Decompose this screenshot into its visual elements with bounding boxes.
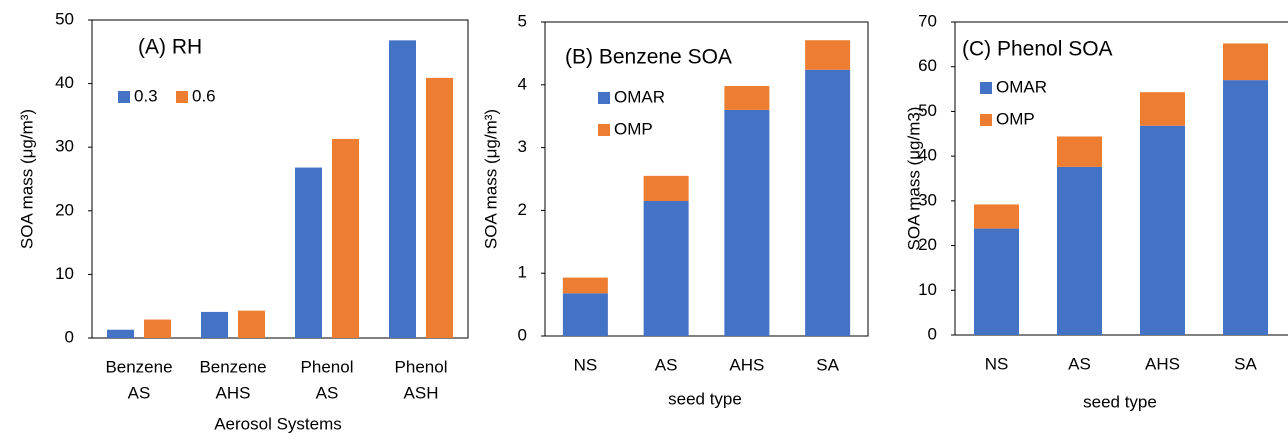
chart-title: (B) Benzene SOA bbox=[565, 46, 732, 69]
y-tick-label: 60 bbox=[918, 56, 937, 75]
y-tick-label: 0 bbox=[928, 324, 937, 343]
y-tick-label: 0 bbox=[518, 325, 527, 344]
bar bbox=[332, 138, 359, 338]
legend-label: 0.3 bbox=[134, 86, 158, 105]
bar-segment bbox=[974, 228, 1019, 335]
y-tick-label: 2 bbox=[518, 200, 527, 219]
bar-segment bbox=[643, 175, 689, 201]
bar-segment bbox=[724, 86, 770, 110]
x-tick-label: AS bbox=[316, 383, 339, 402]
x-tick-label: Phenol bbox=[395, 357, 448, 376]
legend-swatch bbox=[980, 114, 992, 126]
y-axis-label: SOA mass (μg/m³) bbox=[481, 109, 500, 249]
y-tick-label: 10 bbox=[918, 280, 937, 299]
bar bbox=[201, 311, 228, 338]
bar-segment bbox=[1223, 80, 1268, 335]
y-tick-label: 3 bbox=[518, 137, 527, 156]
x-tick-label: AHS bbox=[729, 355, 764, 374]
y-tick-label: 4 bbox=[518, 74, 527, 93]
y-tick-label: 1 bbox=[518, 263, 527, 282]
chart-title: (C) Phenol SOA bbox=[962, 38, 1113, 61]
legend-swatch bbox=[980, 82, 992, 94]
bar-segment bbox=[1140, 125, 1185, 335]
bar bbox=[426, 77, 453, 338]
bar bbox=[389, 40, 416, 339]
legend-label: OMAR bbox=[996, 77, 1047, 96]
bar bbox=[238, 310, 265, 338]
y-tick-label: 50 bbox=[55, 9, 74, 28]
bar bbox=[295, 167, 322, 338]
legend-swatch bbox=[118, 91, 130, 103]
bar-segment bbox=[805, 40, 851, 70]
x-tick-label: ASH bbox=[404, 383, 439, 402]
legend-label: OMP bbox=[614, 119, 653, 138]
plot-frame bbox=[544, 21, 869, 337]
x-tick-label: AS bbox=[655, 355, 678, 374]
bar-segment bbox=[643, 200, 689, 336]
y-tick-label: 30 bbox=[918, 190, 937, 209]
y-tick-label: 0 bbox=[65, 327, 74, 346]
chart-title: (A) RH bbox=[138, 36, 202, 59]
bar-segment bbox=[1140, 92, 1185, 126]
x-axis-label: seed type bbox=[668, 389, 742, 408]
x-tick-label: AHS bbox=[216, 383, 251, 402]
x-tick-label: SA bbox=[816, 355, 839, 374]
bar-segment bbox=[974, 204, 1019, 229]
bar bbox=[107, 329, 134, 338]
bar-segment bbox=[1057, 136, 1102, 167]
x-tick-label: SA bbox=[1234, 354, 1257, 373]
bar bbox=[144, 319, 171, 338]
x-tick-label: AS bbox=[128, 383, 151, 402]
bar-segment bbox=[1223, 43, 1268, 81]
legend-label: 0.6 bbox=[192, 86, 216, 105]
y-tick-label: 20 bbox=[55, 200, 74, 219]
bar-segment bbox=[562, 293, 608, 336]
legend-swatch bbox=[598, 92, 610, 104]
x-tick-label: AHS bbox=[1145, 354, 1180, 373]
legend-label: OMAR bbox=[614, 87, 665, 106]
y-axis-label: SOA mass (μg/m3) bbox=[904, 107, 923, 251]
y-axis-label: SOA mass (μg/m³) bbox=[17, 109, 36, 249]
y-tick-label: 30 bbox=[55, 137, 74, 156]
x-tick-label: NS bbox=[574, 355, 598, 374]
bar-segment bbox=[805, 69, 851, 336]
bar-segment bbox=[724, 109, 770, 336]
y-tick-label: 70 bbox=[918, 11, 937, 30]
legend-swatch bbox=[176, 91, 188, 103]
legend-swatch bbox=[598, 124, 610, 136]
y-tick-label: 50 bbox=[918, 101, 937, 120]
x-axis-label: Aerosol Systems bbox=[214, 414, 342, 433]
plot-frame bbox=[91, 19, 469, 339]
x-tick-label: Benzene bbox=[105, 357, 172, 376]
x-tick-label: Benzene bbox=[199, 357, 266, 376]
y-tick-label: 40 bbox=[55, 73, 74, 92]
plot-frame bbox=[954, 21, 1288, 336]
bar-segment bbox=[562, 277, 608, 294]
x-tick-label: Phenol bbox=[301, 357, 354, 376]
bar-segment bbox=[1057, 166, 1102, 335]
x-tick-label: NS bbox=[985, 354, 1009, 373]
y-tick-label: 20 bbox=[918, 235, 937, 254]
y-tick-label: 40 bbox=[918, 146, 937, 165]
y-tick-label: 5 bbox=[518, 11, 527, 30]
x-axis-label: seed type bbox=[1083, 392, 1157, 411]
y-tick-label: 10 bbox=[55, 264, 74, 283]
legend-label: OMP bbox=[996, 109, 1035, 128]
x-tick-label: AS bbox=[1068, 354, 1091, 373]
